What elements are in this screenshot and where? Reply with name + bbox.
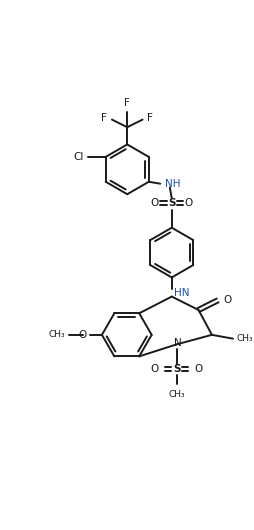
Text: F: F bbox=[147, 113, 153, 122]
Text: S: S bbox=[168, 198, 176, 208]
Text: O: O bbox=[150, 364, 158, 374]
Text: O: O bbox=[224, 295, 232, 305]
Text: CH₃: CH₃ bbox=[168, 390, 185, 399]
Text: F: F bbox=[124, 98, 130, 108]
Text: CH₃: CH₃ bbox=[49, 330, 66, 339]
Text: CH₃: CH₃ bbox=[237, 334, 253, 343]
Text: Cl: Cl bbox=[73, 152, 84, 162]
Text: O: O bbox=[185, 198, 193, 208]
Text: O: O bbox=[78, 330, 87, 340]
Text: O: O bbox=[195, 364, 203, 374]
Text: N: N bbox=[174, 339, 181, 348]
Text: NH: NH bbox=[165, 179, 181, 189]
Text: S: S bbox=[173, 364, 180, 374]
Text: HN: HN bbox=[174, 288, 189, 298]
Text: F: F bbox=[101, 113, 107, 122]
Text: O: O bbox=[150, 198, 159, 208]
